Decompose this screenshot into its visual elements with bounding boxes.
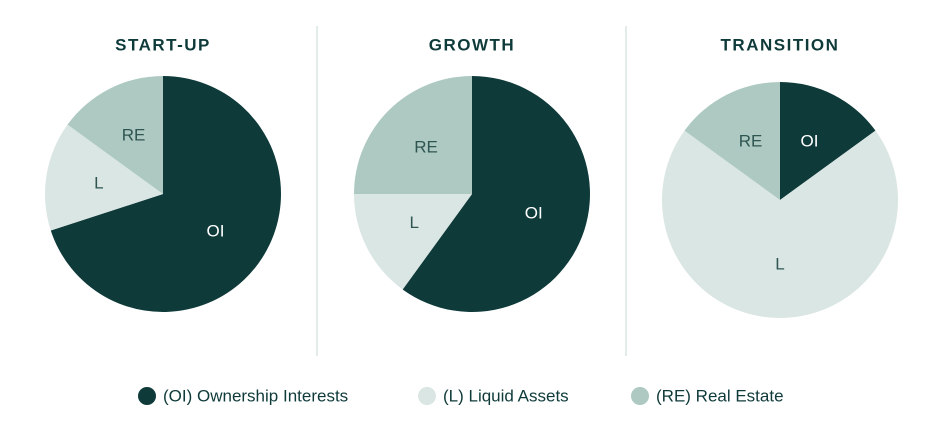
slice-label: L [409,213,418,232]
slice-label: RE [122,126,146,145]
chart-title: GROWTH [429,35,515,54]
slice-label: L [94,173,103,192]
legend-swatch [631,387,649,405]
slice-label: OI [207,222,225,241]
slice-label: L [775,254,784,273]
pie-slice [354,76,472,194]
chart-title: TRANSITION [721,35,840,54]
slice-label: OI [525,204,543,223]
legend-label: (L) Liquid Assets [443,386,569,405]
pie-slice [67,76,163,194]
pie-slice [684,82,780,200]
pie-slice [780,82,876,200]
legend-swatch [138,387,156,405]
pie-slice [662,130,898,318]
chart-title: START-UP [115,35,211,54]
pie-slice [402,76,590,312]
slice-label: OI [800,132,818,151]
pie-slice [45,124,163,231]
pie-slice [50,76,281,312]
slice-label: RE [414,138,438,157]
legend-label: (RE) Real Estate [656,386,784,405]
legend-label: (OI) Ownership Interests [163,386,348,405]
legend-swatch [418,387,436,405]
pie-slice [354,194,472,290]
slice-label: RE [739,132,763,151]
